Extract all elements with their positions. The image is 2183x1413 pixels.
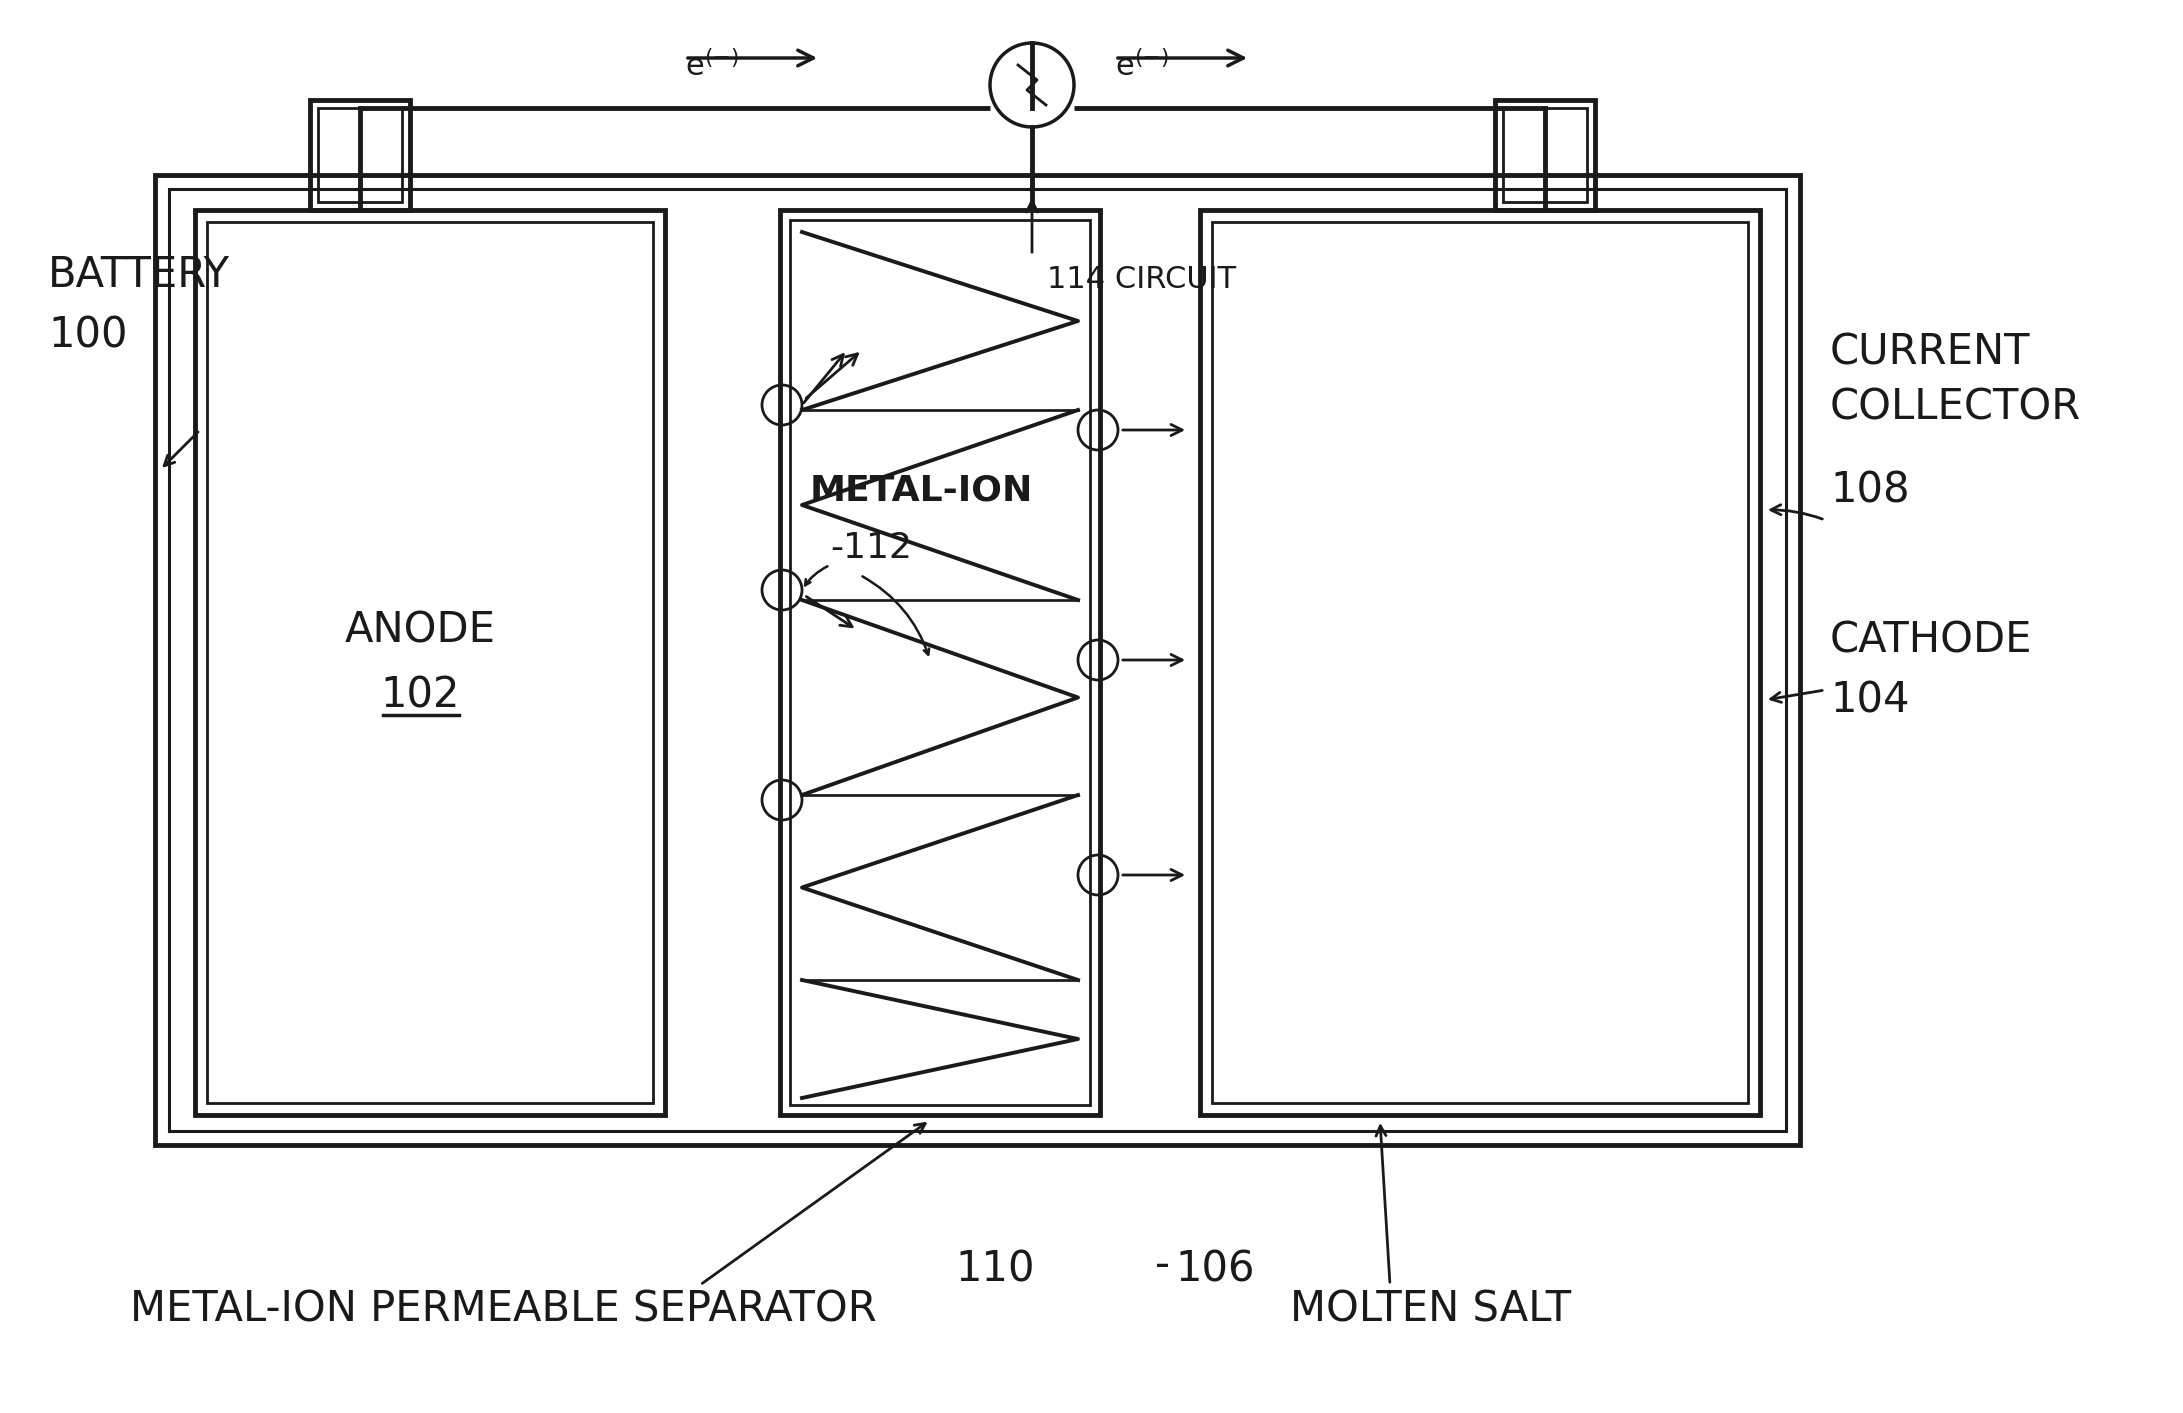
Bar xyxy=(1212,222,1749,1104)
Text: ANODE: ANODE xyxy=(345,609,496,651)
Text: -112: -112 xyxy=(830,531,912,565)
Text: 108: 108 xyxy=(1829,469,1910,512)
Text: MOLTEN SALT: MOLTEN SALT xyxy=(1290,1289,1572,1331)
Text: BATTERY: BATTERY xyxy=(48,254,229,295)
Bar xyxy=(319,107,402,202)
Text: CURRENT
COLLECTOR: CURRENT COLLECTOR xyxy=(1829,332,2080,428)
Text: METAL-ION: METAL-ION xyxy=(810,473,1033,507)
Text: 104: 104 xyxy=(1829,680,1910,721)
Text: e$^{(-)}$: e$^{(-)}$ xyxy=(1116,49,1168,82)
Bar xyxy=(1495,100,1596,211)
Text: 110: 110 xyxy=(954,1249,1035,1291)
Bar xyxy=(779,211,1100,1115)
Text: e$^{(-)}$: e$^{(-)}$ xyxy=(685,49,738,82)
Text: 114 CIRCUIT: 114 CIRCUIT xyxy=(1048,266,1236,294)
Text: METAL-ION PERMEABLE SEPARATOR: METAL-ION PERMEABLE SEPARATOR xyxy=(131,1289,878,1331)
Bar xyxy=(1201,211,1759,1115)
Text: 106: 106 xyxy=(1174,1249,1255,1291)
Bar xyxy=(1504,107,1587,202)
Text: CATHODE: CATHODE xyxy=(1829,619,2032,661)
Bar xyxy=(790,220,1089,1105)
Bar xyxy=(194,211,666,1115)
Bar xyxy=(168,189,1786,1130)
Text: -: - xyxy=(1155,1243,1170,1286)
Bar xyxy=(207,222,653,1104)
Bar xyxy=(310,100,410,211)
Text: 100: 100 xyxy=(48,314,127,356)
Bar xyxy=(155,175,1801,1145)
Text: 102: 102 xyxy=(380,674,461,716)
